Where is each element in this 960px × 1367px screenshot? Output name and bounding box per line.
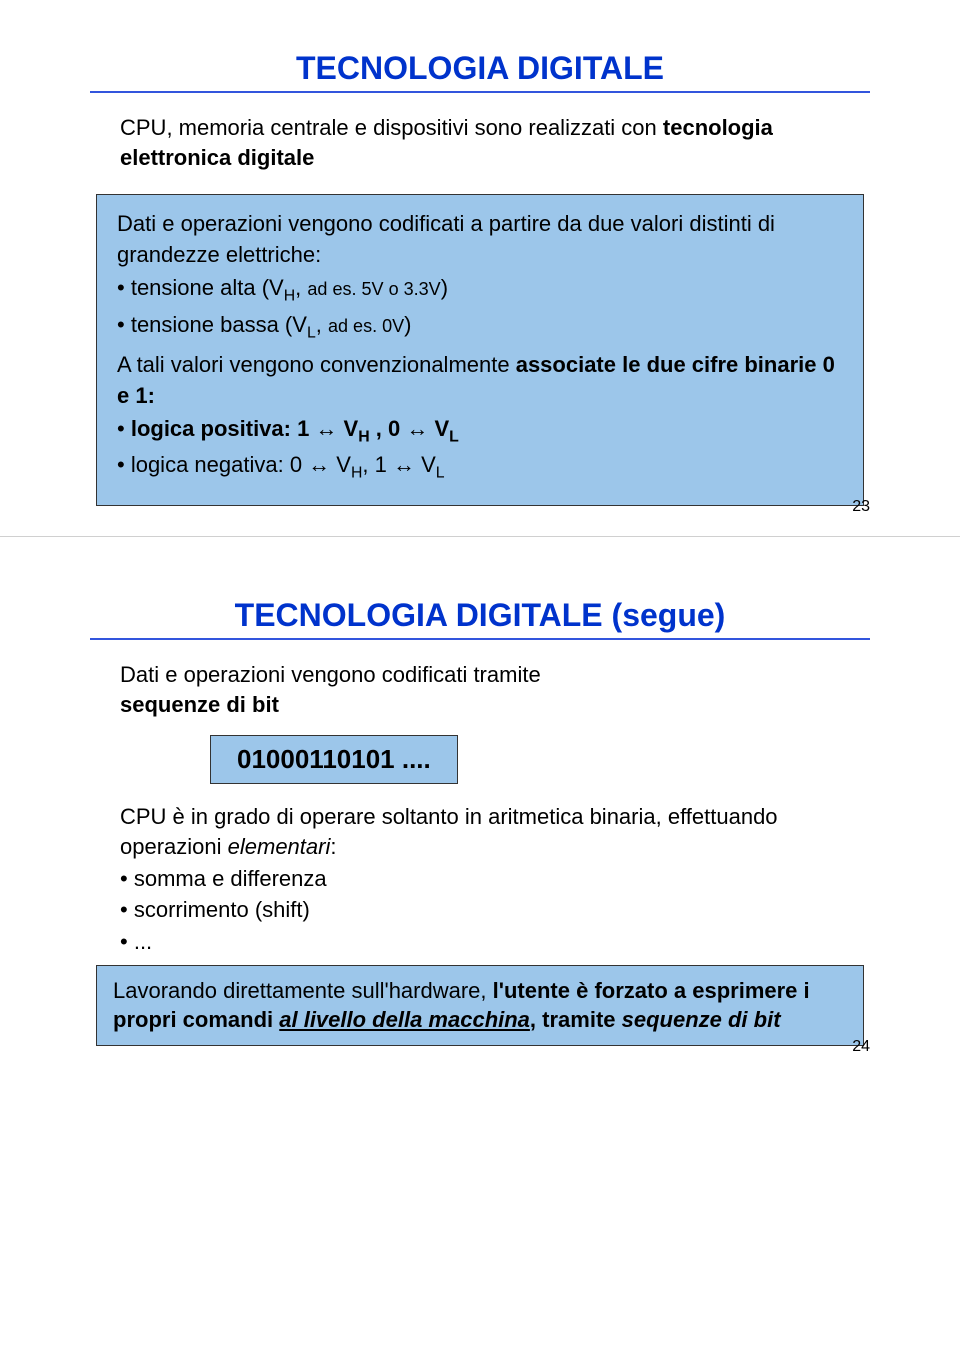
intro-a: Dati e operazioni vengono codificati tra… [120, 662, 541, 687]
box-line-2: A tali valori vengono convenzionalmente … [117, 350, 843, 412]
page-number: 23 [852, 498, 870, 516]
bullet-tensione-alta: tensione alta (VH, ad es. 5V o 3.3V) [117, 273, 843, 308]
slide-24: TECNOLOGIA DIGITALE (segue) Dati e opera… [0, 537, 960, 1076]
bullet-ellipsis: ... [120, 927, 840, 957]
bullet-scorrimento: scorrimento (shift) [120, 895, 840, 925]
bit-box-wrapper: 01000110101 .... [90, 725, 870, 798]
intro-part-a: CPU, memoria centrale e dispositivi sono… [120, 115, 663, 140]
title-rule [90, 91, 870, 93]
bit-sequence-box: 01000110101 .... [210, 735, 458, 784]
bullet-logica-negativa: logica negativa: 0 ↔ VH, 1 ↔ VL [117, 450, 843, 485]
slide-title: TECNOLOGIA DIGITALE [90, 50, 870, 87]
bullet-somma: somma e differenza [120, 864, 840, 894]
intro-b: sequenze di bit [120, 692, 279, 717]
paragraph-cpu: CPU è in grado di operare soltanto in ar… [120, 802, 840, 956]
title-rule [90, 638, 870, 640]
slide-title: TECNOLOGIA DIGITALE (segue) [90, 597, 870, 634]
content-box: Dati e operazioni vengono codificati a p… [96, 194, 864, 505]
box-line-1: Dati e operazioni vengono codificati a p… [117, 209, 843, 271]
slide-23: TECNOLOGIA DIGITALE CPU, memoria central… [0, 0, 960, 536]
bottom-box: Lavorando direttamente sull'hardware, l'… [96, 965, 864, 1046]
intro-text: Dati e operazioni vengono codificati tra… [120, 660, 840, 719]
bullet-tensione-bassa: tensione bassa (VL, ad es. 0V) [117, 310, 843, 345]
bullet-logica-positiva: logica positiva: 1 ↔ VH , 0 ↔ VL [117, 414, 843, 449]
intro-text: CPU, memoria centrale e dispositivi sono… [120, 113, 840, 172]
page-number: 24 [852, 1038, 870, 1056]
